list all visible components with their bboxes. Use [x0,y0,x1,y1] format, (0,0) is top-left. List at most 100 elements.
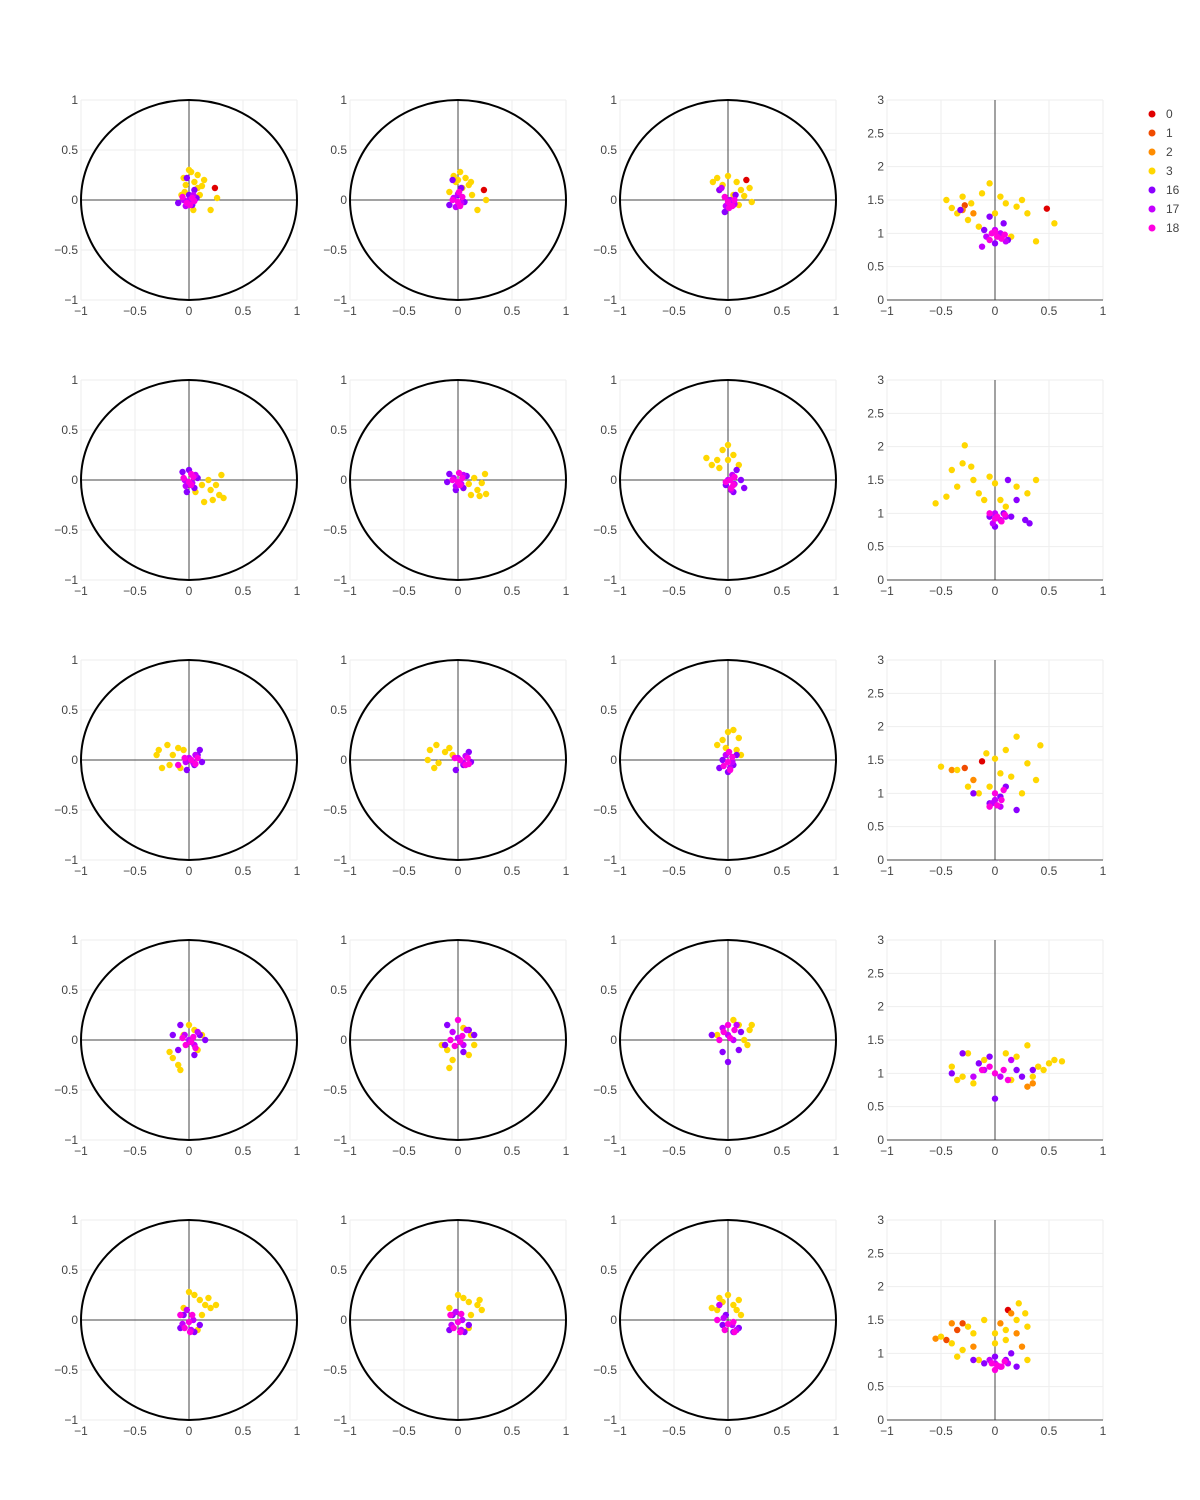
legend[interactable]: 0 1 2 3 16 17 18 [1148,107,1180,235]
data-point [177,1021,184,1029]
data-point [155,746,162,754]
series-3 [153,741,187,772]
y-tick-label: 0.5 [330,703,347,717]
series-3 [460,470,490,500]
series-0 [743,176,750,184]
data-point [954,483,961,490]
x-tick-label: 0 [725,584,732,598]
x-tick-label: −1 [880,864,894,878]
data-point [1037,742,1044,749]
legend-item-3[interactable]: 3 [1148,164,1174,178]
legend-item-18[interactable]: 18 [1148,221,1180,235]
x-tick-label: 0.5 [504,864,521,878]
data-point [991,755,999,762]
data-point [1018,1343,1026,1350]
y-tick-label: 1.5 [867,473,884,487]
data-point [467,178,475,186]
legend-item-17[interactable]: 17 [1148,202,1180,216]
data-point [708,1031,715,1039]
data-point [981,1056,988,1064]
y-tick-label: 2 [877,160,884,174]
data-point [1032,476,1040,484]
x-tick-label: 0 [455,1144,462,1158]
y-tick-label: 2.5 [867,126,884,140]
data-point [456,1328,464,1336]
x-tick-label: 1 [563,1424,570,1438]
data-point [175,1046,182,1054]
legend-label: 3 [1166,164,1173,178]
data-point [465,480,472,488]
x-tick-label: −1 [880,304,894,318]
legend-label: 1 [1166,126,1173,140]
data-point [970,1330,977,1337]
data-point [721,193,728,201]
series-3 [937,733,1044,797]
x-tick-label: 0.5 [1041,304,1058,318]
data-point [1043,205,1051,212]
data-point [1008,1310,1015,1317]
data-point [164,741,171,749]
unit-circle [349,1219,567,1421]
legend-label: 2 [1166,145,1173,159]
unit-circle [619,379,837,581]
data-point [991,1070,999,1077]
data-point [733,1021,740,1029]
y-tick-label: −1 [603,293,617,307]
series-3 [937,1300,1031,1364]
legend-item-2[interactable]: 2 [1148,145,1174,159]
data-point [948,1340,955,1347]
data-point [721,1326,728,1334]
data-point [961,764,968,772]
data-point [196,1296,203,1304]
data-point [954,766,961,774]
y-tick-label: 0 [610,1033,617,1047]
y-tick-label: −1 [603,1133,617,1147]
data-point [181,754,188,762]
data-point [716,1301,723,1309]
y-tick-label: −1 [603,573,617,587]
y-tick-label: 1 [340,933,347,947]
data-point [959,1073,966,1080]
data-point [202,1301,209,1309]
series-3 [708,1291,745,1319]
x-tick-label: 0 [455,304,462,318]
x-tick-label: −0.5 [662,864,686,878]
y-tick-label: −0.5 [593,243,617,257]
data-point [1035,1063,1042,1070]
x-tick-label: 0.5 [774,864,791,878]
data-point [207,206,214,214]
data-point [991,790,999,797]
data-point [441,1041,449,1049]
data-point [194,171,201,179]
series-18 [986,228,1008,244]
subplot-r2-c3: −1 −0.5 0 0.5 1 −1 −0.5 0 0.5 1 [593,373,839,598]
x-tick-label: −1 [880,1144,894,1158]
data-point [465,1298,472,1306]
data-point [182,1041,189,1049]
data-point [444,478,451,486]
y-tick-label: 1 [71,373,78,387]
data-point [948,466,955,474]
legend-item-0[interactable]: 0 [1148,107,1174,121]
data-point [991,1330,999,1337]
subplot-r3-c4: −1 −0.5 0 0.5 1 0 0.5 1 1.5 2 2.5 3 [867,653,1106,878]
data-point [191,1051,198,1059]
y-tick-label: −0.5 [323,803,347,817]
data-point [478,1306,485,1314]
data-point [186,201,194,209]
legend-item-1[interactable]: 1 [1148,126,1174,140]
data-point [1045,1060,1053,1067]
data-point [986,236,993,244]
data-point [948,766,955,774]
y-tick-label: 3 [877,93,884,107]
legend-item-16[interactable]: 16 [1148,183,1180,197]
data-point [180,746,187,754]
subplot-r4-c4: −1 −0.5 0 0.5 1 0 0.5 1 1.5 2 2.5 3 [867,933,1106,1158]
data-point [978,1066,986,1074]
data-point [467,491,475,499]
data-point [1002,746,1009,754]
x-tick-label: 1 [1100,864,1107,878]
data-point [202,1036,209,1044]
data-point [730,1016,737,1024]
data-point [726,766,734,774]
